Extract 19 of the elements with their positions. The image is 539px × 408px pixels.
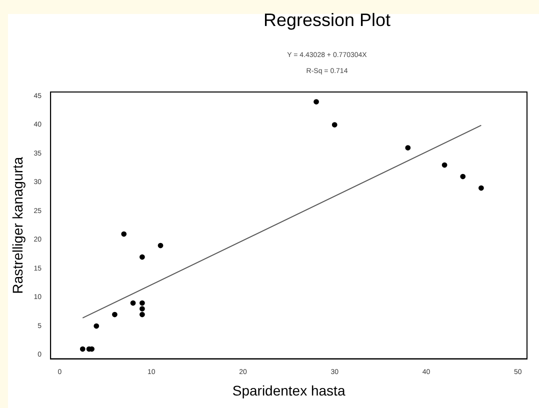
point (140, 254, 145, 260)
y-axis-title: Rastrelliger kanagurta (9, 156, 26, 294)
point (140, 306, 145, 312)
point (94, 323, 100, 329)
point (140, 312, 145, 318)
point (158, 242, 164, 248)
point (112, 312, 118, 318)
point (442, 162, 448, 168)
point (478, 185, 484, 191)
point (80, 346, 86, 352)
point (332, 122, 338, 128)
point (121, 231, 127, 237)
point (460, 174, 466, 180)
chart-title: Regression Plot (262, 10, 392, 31)
point (140, 300, 145, 306)
x-axis-title: Sparidentex hasta (232, 382, 346, 398)
point (130, 300, 136, 306)
point (405, 145, 411, 150)
point (314, 99, 319, 104)
